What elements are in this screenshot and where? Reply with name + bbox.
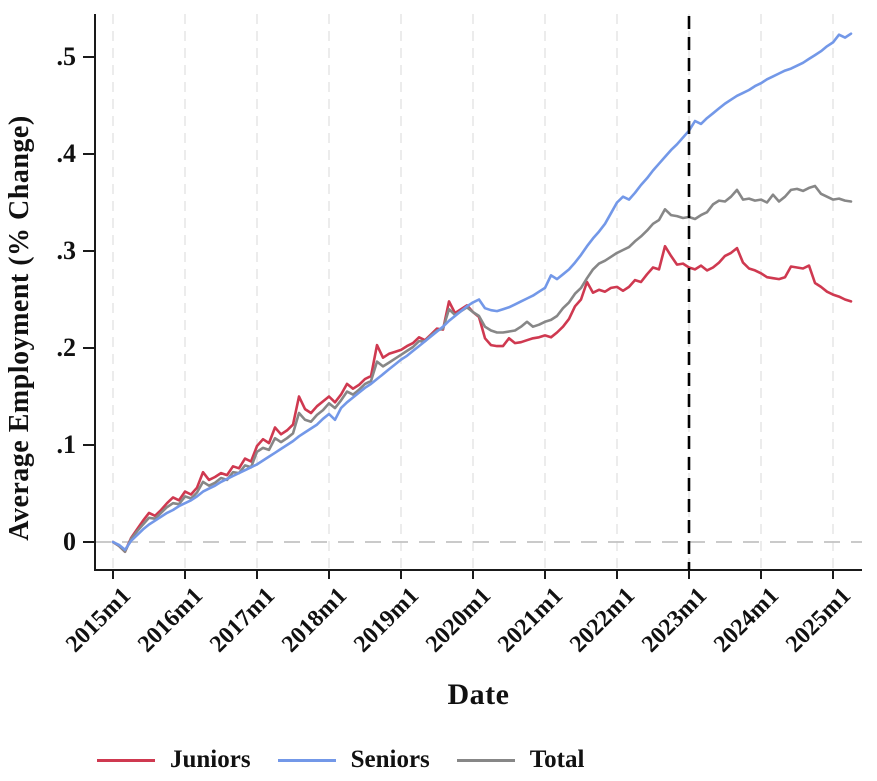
total-line bbox=[111, 184, 853, 554]
seniors-line-swatch bbox=[277, 758, 336, 762]
juniors-line bbox=[111, 244, 853, 554]
axis-lines bbox=[94, 14, 862, 571]
total-line-swatch bbox=[456, 758, 515, 762]
juniors-line-swatch bbox=[97, 758, 155, 762]
y-tick-label: .1 bbox=[56, 430, 77, 459]
y-tick-label: .4 bbox=[56, 139, 77, 168]
y-tick-label: .3 bbox=[56, 236, 77, 265]
legend-item-seniors: Seniors bbox=[277, 744, 430, 776]
legend-label-juniors: Juniors bbox=[170, 746, 251, 773]
legend-label-total: Total bbox=[529, 746, 585, 773]
legend: Juniors Seniors Total bbox=[97, 744, 584, 776]
y-tick-label: .5 bbox=[56, 42, 77, 71]
y-tick-label: .2 bbox=[56, 333, 77, 362]
legend-item-juniors: Juniors bbox=[97, 744, 251, 776]
x-axis-title: Date bbox=[447, 678, 510, 711]
legend-label-seniors: Seniors bbox=[350, 746, 430, 773]
legend-item-total: Total bbox=[456, 744, 585, 776]
y-tick-label: 0 bbox=[63, 527, 76, 556]
seniors-line bbox=[111, 32, 853, 552]
